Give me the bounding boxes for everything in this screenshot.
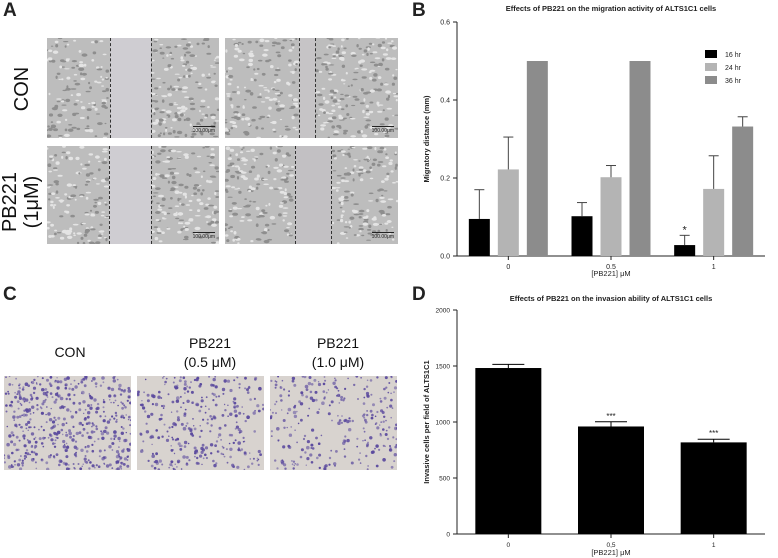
chart-b-bar	[468, 218, 490, 256]
panel-b-letter: B	[412, 0, 426, 21]
chart-d-y-tick-label: 1000	[436, 420, 451, 427]
chart-b-x-tick-label: 0.5	[606, 264, 616, 271]
chart-d-y-tick-label: 500	[439, 476, 450, 483]
wound-image-pb221-0h: 100.00μm	[47, 146, 219, 244]
transwell-image-con	[4, 376, 131, 470]
scale-bar-label: 100.00μm	[371, 232, 394, 240]
chart-d-x-axis-label: [PB221] μM	[591, 548, 630, 557]
chart-b-x-tick-label: 1	[712, 264, 716, 271]
chart-b-y-tick-label: 0.0	[440, 254, 450, 261]
chart-b-bar	[600, 177, 622, 256]
chart-b-y-axis-label: Migratory distance (mm)	[422, 95, 431, 183]
scale-bar-label: 100.00μm	[192, 232, 215, 240]
chart-b-significance: *	[683, 224, 688, 236]
chart-d-y-axis-label: Invasive cells per field of ALTS1C1	[422, 360, 431, 483]
column-label-pb221-05: PB221 (0.5 μM)	[183, 335, 237, 370]
panel-d-letter: D	[412, 284, 426, 305]
chart-d-x-tick-label: 0,5	[606, 542, 615, 549]
chart-b-legend-label: 16 hr	[725, 52, 742, 59]
chart-b-bar	[732, 126, 754, 257]
chart-b-y-tick-label: 0.6	[440, 20, 450, 27]
chart-d-significance: ***	[606, 412, 615, 421]
scale-bar-label: 100.00μm	[192, 126, 215, 134]
transwell-image-pb221-10	[270, 376, 397, 470]
chart-d-y-tick-label: 2000	[436, 308, 451, 315]
wound-image-con-0h: 100.00μm	[47, 38, 219, 138]
chart-d-x-tick-label: 0	[507, 542, 511, 549]
chart-b-legend-swatch	[705, 76, 717, 84]
transwell-image-pb221-05	[137, 376, 264, 470]
chart-b-bar	[497, 169, 519, 256]
chart-d-bar	[475, 368, 542, 534]
chart-b-bar	[571, 216, 593, 256]
migration-chart: Effects of PB221 on the migration activi…	[422, 4, 765, 278]
chart-d-y-tick-label: 1500	[436, 364, 451, 371]
chart-b-bar	[629, 61, 651, 256]
chart-b-legend-swatch	[705, 50, 717, 58]
chart-d-x-tick-label: 1	[712, 542, 716, 549]
chart-b-y-tick-label: 0.2	[440, 176, 450, 183]
row-label-pb221: PB221 (1μM)	[0, 171, 43, 233]
wound-image-con-24h: 100.00μm	[225, 38, 398, 138]
chart-b-bar	[703, 188, 725, 256]
chart-d-y-tick-label: 0	[446, 532, 450, 539]
panel-c-letter: C	[3, 284, 17, 305]
chart-b-legend-label: 24 hr	[725, 65, 742, 72]
chart-b-legend-swatch	[705, 63, 717, 71]
chart-d-bar	[578, 426, 644, 534]
wound-image-pb221-24h: 100.00μm	[225, 146, 398, 244]
chart-b-y-tick-label: 0.4	[440, 98, 450, 105]
scale-bar-label: 100.00μm	[371, 126, 394, 134]
column-label-con: CON	[54, 344, 86, 360]
chart-b-x-tick-label: 0	[506, 264, 510, 271]
chart-d-title: Effects of PB221 on the invasion ability…	[510, 294, 713, 303]
chart-d-significance: ***	[709, 429, 718, 438]
panel-a-letter: A	[3, 0, 17, 21]
chart-d-bar	[680, 442, 747, 534]
column-label-pb221-10: PB221 (1.0 μM)	[311, 335, 365, 370]
chart-b-bar	[526, 61, 548, 256]
chart-b-title: Effects of PB221 on the migration activi…	[506, 4, 716, 13]
chart-b-bar	[674, 245, 696, 256]
invasion-chart: Effects of PB221 on the invasion ability…	[422, 294, 765, 557]
chart-b-legend-label: 36 hr	[725, 78, 742, 85]
chart-b-x-axis-label: [PB221] μM	[591, 269, 630, 278]
row-label-con: CON	[11, 66, 33, 112]
